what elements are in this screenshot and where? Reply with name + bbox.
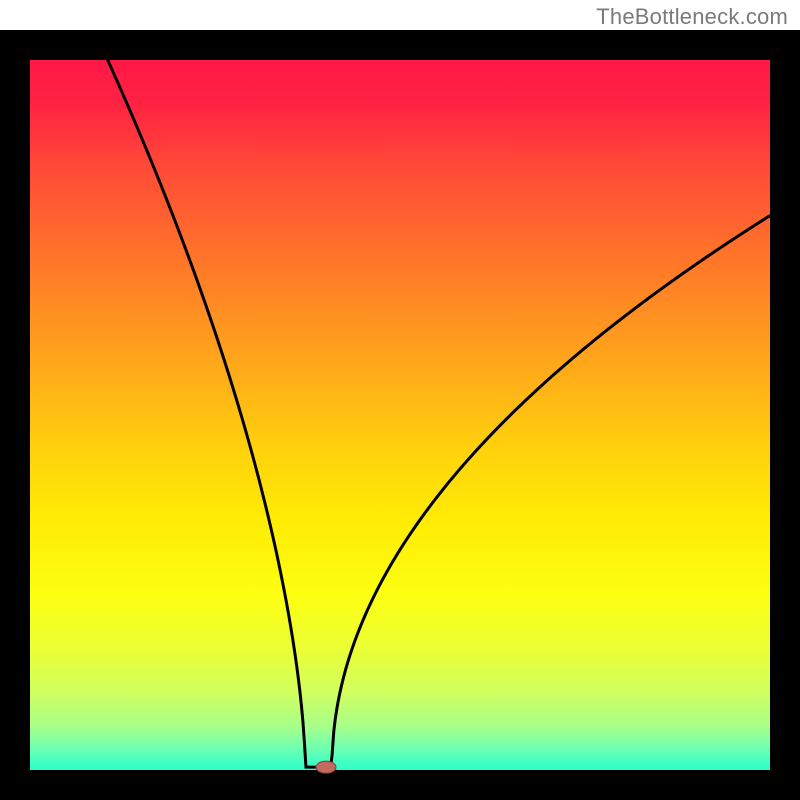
chart-svg bbox=[0, 0, 800, 800]
watermark-text: TheBottleneck.com bbox=[596, 4, 788, 30]
chart-container: TheBottleneck.com bbox=[0, 0, 800, 800]
optimum-marker bbox=[316, 761, 336, 773]
plot-background bbox=[30, 60, 770, 770]
